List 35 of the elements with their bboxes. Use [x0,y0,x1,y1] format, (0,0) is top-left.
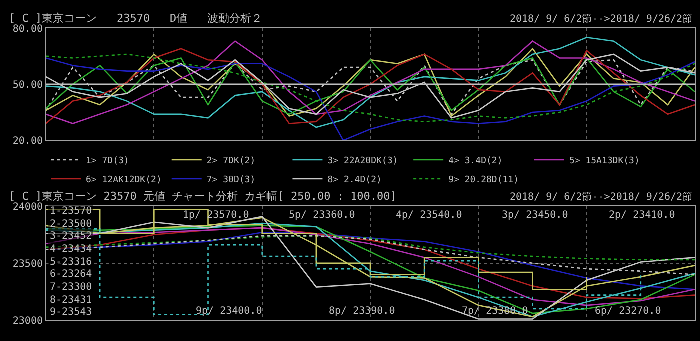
annotation: 3p/ 23450.0 [502,210,568,221]
annotation: 8p/ 23390.0 [329,306,396,317]
legend-label: 6> 12AK12DK(2) [86,175,162,186]
annotation: 6-23264 [50,269,92,280]
y-tick-label: 23500 [12,258,43,270]
annotation: 1-23570 [50,206,92,217]
annotation: 7-23300 [50,282,92,293]
text: 2018/ 9/ 6/2節-->2018/ 9/26/2節 [510,192,693,203]
y-tick-label: 24000 [12,202,43,213]
chart-title: [ C ]東京コーン 23570 元値 チャート分析 カギ幅[ 250.00 : 100.00] [9,190,397,203]
annotation: 4p/ 23540.0 [396,210,462,221]
y-tick-label: 80.00 [12,24,43,35]
annotation: 3-23452 [50,231,92,242]
legend-label: 7> 30D(3) [206,175,256,186]
y-tick-label: 50.00 [12,80,43,91]
annotation: 9p/ 23400.0 [196,306,262,317]
legend-label: 4> 3.4D(2) [448,156,503,166]
legend-label: 5> 15A13DK(3) [569,156,640,166]
annotation: 2p/ 23410.0 [609,210,676,221]
legend-label: 8> 2.4D(2) [328,175,382,186]
legend-label: 2> 7DK(2) [206,156,256,166]
annotation: 8-23431 [50,295,92,306]
annotation: 4-23434 [50,244,92,255]
legend-label: 3> 22A20DK(3) [328,156,398,166]
chart-title: [ C ]東京コーン 23570 D値 波動分析２ [9,12,262,25]
y-tick-label: 20.00 [12,136,43,148]
annotation: 2-23500 [50,219,92,230]
annotation: 5p/ 23360.0 [289,210,356,221]
legend-label: 1> 7D(3) [86,156,130,166]
y-tick-label: 23000 [12,316,43,327]
legend-label: 9> 20.28D(11) [448,175,520,186]
annotation: 6p/ 23270.0 [595,306,662,317]
annotation: 9-23543 [50,307,92,318]
annotation: 5-23316 [50,257,92,268]
text: 2018/ 9/ 6/2節-->2018/ 9/26/2節 [510,14,693,25]
